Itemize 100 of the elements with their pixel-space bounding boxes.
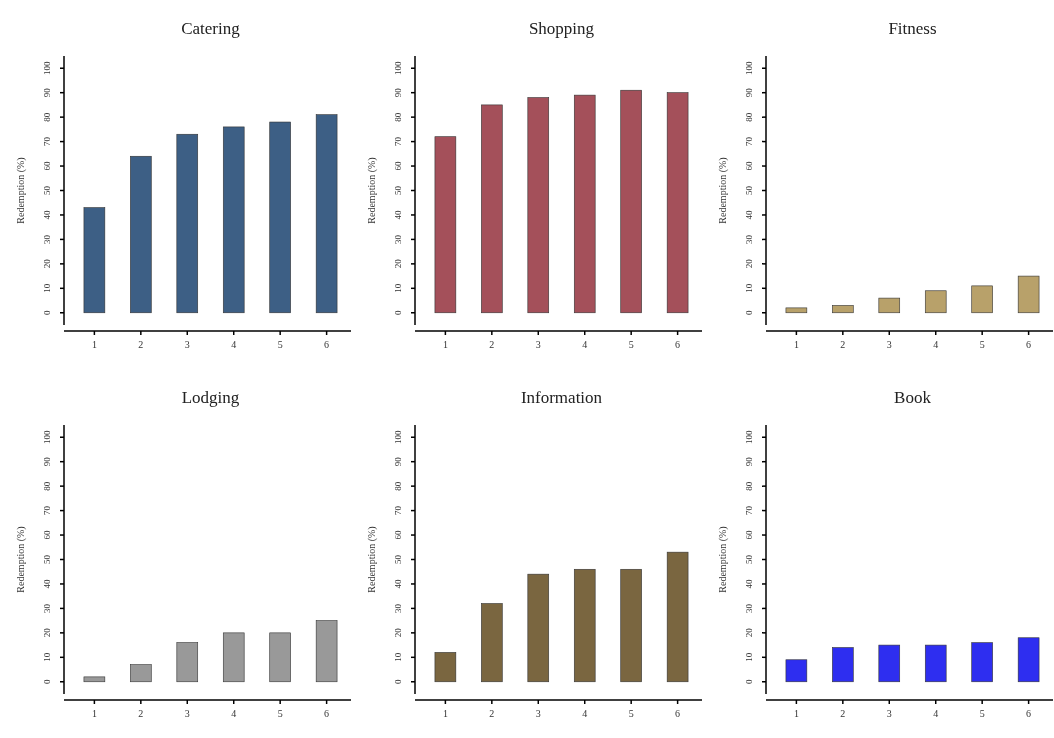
y-tick-label: 90 [744, 456, 754, 467]
bar [878, 644, 901, 683]
x-tick-label: 3 [535, 708, 541, 719]
x-tick-label: 5 [277, 339, 283, 350]
y-tick-label: 0 [42, 310, 52, 316]
bar [527, 573, 550, 683]
bar [924, 644, 947, 683]
y-tick-label: 20 [42, 627, 52, 638]
y-tick-label: 60 [42, 530, 52, 540]
bar [832, 647, 854, 683]
y-tick-label: 30 [744, 234, 754, 244]
bar [222, 126, 245, 314]
x-tick-label: 5 [628, 339, 634, 350]
y-tick-label: 60 [393, 161, 403, 171]
y-tick-label: 70 [393, 505, 403, 516]
x-tick-label: 6 [324, 339, 330, 350]
x-tick-label: 5 [277, 708, 283, 719]
y-tick-label: 80 [42, 481, 52, 491]
y-tick-label: 10 [393, 283, 403, 293]
y-tick-label: 10 [42, 652, 52, 662]
chart-title: Catering [181, 19, 241, 38]
y-tick-label: 100 [42, 429, 52, 444]
y-tick-label: 0 [393, 679, 403, 685]
bar [481, 603, 503, 683]
x-tick-label: 6 [324, 708, 330, 719]
y-tick-label: 20 [393, 627, 403, 638]
y-tick-label: 60 [393, 530, 403, 540]
x-tick-label: 1 [442, 708, 448, 719]
bar [130, 664, 152, 683]
chart-title: Book [894, 388, 932, 407]
y-tick-label: 100 [744, 60, 754, 75]
y-tick-label: 40 [744, 578, 754, 589]
y-tick-label: 10 [393, 652, 403, 662]
bar [573, 568, 596, 683]
y-tick-label: 80 [744, 112, 754, 122]
y-tick-label: 60 [744, 530, 754, 540]
y-tick-label: 100 [42, 60, 52, 75]
bar [924, 290, 947, 314]
y-tick-label: 20 [42, 258, 52, 269]
bar [481, 104, 503, 314]
x-tick-label: 4 [933, 339, 939, 350]
chart-title: Information [520, 388, 603, 407]
y-tick-label: 100 [393, 60, 403, 75]
y-tick-label: 70 [744, 505, 754, 516]
x-tick-label: 2 [489, 708, 495, 719]
chart-title: Lodging [181, 388, 240, 407]
x-tick-label: 2 [489, 339, 495, 350]
y-axis-title: Redemption (%) [717, 157, 729, 224]
y-tick-label: 70 [744, 136, 754, 147]
y-tick-label: 70 [42, 505, 52, 516]
y-tick-label: 90 [744, 87, 754, 98]
y-tick-label: 0 [42, 679, 52, 685]
y-tick-label: 60 [744, 161, 754, 171]
x-tick-label: 6 [1026, 339, 1032, 350]
bar [785, 659, 808, 683]
y-tick-label: 20 [393, 258, 403, 269]
x-tick-label: 6 [675, 708, 681, 719]
y-tick-label: 90 [393, 456, 403, 467]
y-tick-label: 40 [393, 578, 403, 589]
y-axis-title: Redemption (%) [15, 526, 27, 593]
bar [176, 642, 199, 683]
y-tick-label: 100 [393, 429, 403, 444]
bar [176, 133, 199, 314]
y-tick-label: 50 [42, 185, 52, 195]
x-tick-label: 1 [91, 339, 97, 350]
x-tick-label: 6 [1026, 708, 1032, 719]
bar [971, 285, 993, 314]
bar [666, 551, 689, 683]
y-axis-title: Redemption (%) [15, 157, 27, 224]
y-tick-label: 50 [42, 554, 52, 564]
chart-title: Shopping [528, 19, 595, 38]
bar [222, 632, 245, 683]
x-tick-label: 2 [138, 708, 144, 719]
y-tick-label: 60 [42, 161, 52, 171]
x-tick-label: 3 [886, 339, 892, 350]
bar [1017, 275, 1040, 314]
bar [832, 305, 854, 314]
y-tick-label: 80 [744, 481, 754, 491]
y-tick-label: 40 [42, 578, 52, 589]
bar [971, 642, 993, 683]
y-tick-label: 10 [744, 283, 754, 293]
y-tick-label: 50 [393, 554, 403, 564]
x-tick-label: 4 [231, 708, 237, 719]
y-tick-label: 30 [42, 234, 52, 244]
bar [785, 307, 808, 314]
bar [1017, 637, 1040, 683]
bar [434, 136, 457, 314]
x-tick-label: 3 [886, 708, 892, 719]
y-axis-title: Redemption (%) [366, 157, 378, 224]
x-tick-label: 4 [231, 339, 237, 350]
bar [315, 114, 338, 314]
bar [620, 568, 642, 683]
x-tick-label: 2 [840, 339, 846, 350]
y-axis-title: Redemption (%) [366, 526, 378, 593]
x-tick-label: 6 [675, 339, 681, 350]
bar [83, 207, 106, 314]
y-tick-label: 40 [393, 209, 403, 220]
y-tick-label: 80 [42, 112, 52, 122]
y-tick-label: 50 [744, 185, 754, 195]
y-axis-title: Redemption (%) [717, 526, 729, 593]
